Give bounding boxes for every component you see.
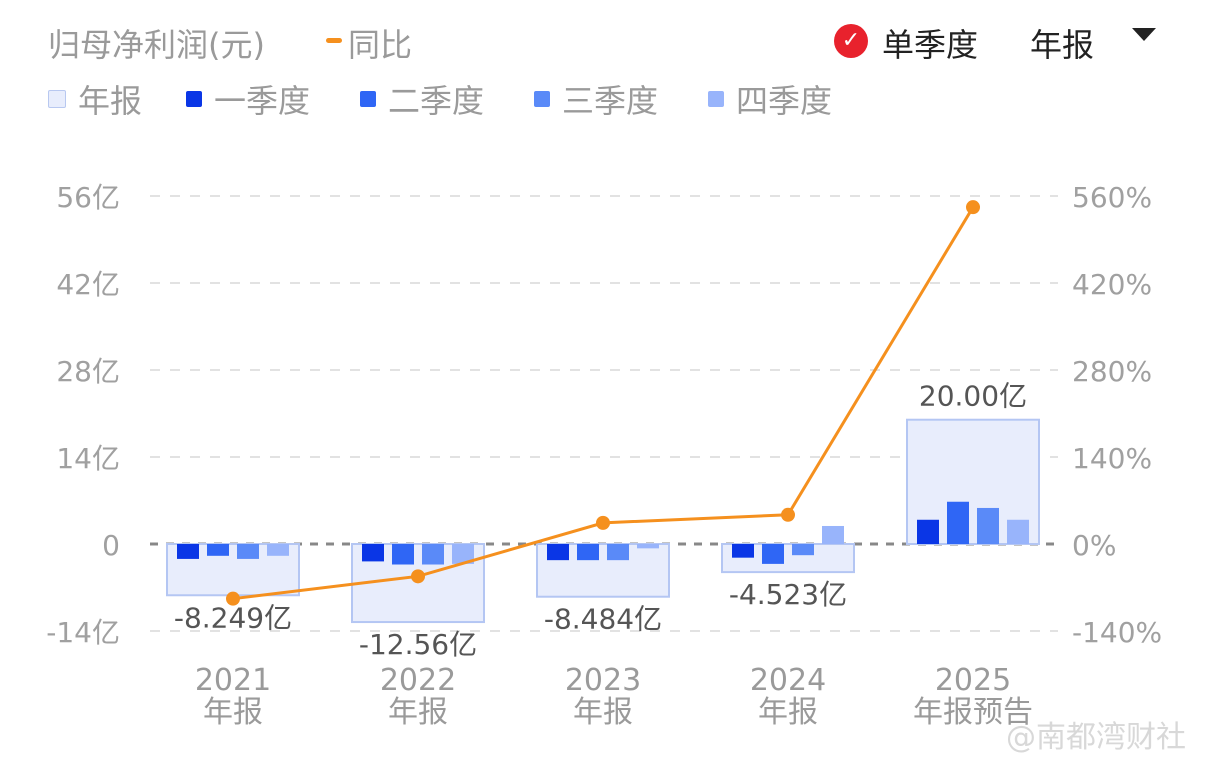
quarter-bar-3 — [237, 544, 259, 559]
quarter-bar-1 — [362, 544, 384, 562]
quarter-bar-3 — [422, 544, 444, 565]
legend-label: 二季度 — [388, 82, 485, 120]
yoy-legend-label: 同比 — [348, 26, 413, 64]
chart-title: 归母净利润(元) — [48, 26, 265, 64]
period-select[interactable]: 年报 — [1030, 26, 1095, 64]
annual-data-label: -4.523亿 — [729, 578, 847, 611]
dropdown-caret-icon[interactable] — [1132, 28, 1156, 41]
yoy-point — [411, 569, 425, 584]
left-tick-label: 42亿 — [56, 268, 120, 301]
yoy-point — [966, 200, 980, 215]
yoy-point — [226, 591, 240, 606]
quarter-bar-3 — [792, 544, 814, 556]
quarter-bar-3 — [607, 544, 629, 561]
legend-swatch — [534, 91, 550, 107]
quarter-bar-1 — [177, 544, 199, 559]
left-tick-label: 28亿 — [56, 355, 120, 388]
single-quarter-checkbox-icon[interactable]: ✓ — [834, 24, 868, 58]
quarter-bar-4 — [637, 544, 659, 549]
quarter-bar-2 — [947, 501, 969, 544]
left-tick-label: 56亿 — [56, 181, 120, 214]
quarter-bar-2 — [392, 544, 414, 565]
annual-data-label: -8.249亿 — [174, 601, 292, 634]
quarter-bar-4 — [822, 525, 844, 544]
single-quarter-toggle[interactable]: 单季度 — [882, 26, 979, 64]
annual-data-label: -12.56亿 — [359, 628, 477, 661]
right-tick-label: 560% — [1072, 181, 1152, 214]
legend-swatch — [186, 91, 202, 107]
legend-swatch — [48, 90, 66, 108]
legend-label: 一季度 — [214, 82, 311, 120]
legend-swatch — [360, 91, 376, 107]
quarter-bar-1 — [917, 519, 939, 544]
yoy-point — [781, 507, 795, 522]
quarter-bar-2 — [577, 544, 599, 561]
quarter-bar-1 — [547, 544, 569, 561]
x-tick-type: 年报 — [573, 695, 633, 730]
right-tick-label: 420% — [1072, 268, 1152, 301]
x-tick-year: 2024 — [750, 663, 826, 698]
legend-swatch — [708, 91, 724, 107]
quarter-bar-2 — [207, 544, 229, 556]
legend-item-2[interactable]: 二季度 — [360, 76, 484, 122]
annual-data-label: 20.00亿 — [919, 380, 1027, 413]
x-tick-type: 年报 — [758, 695, 818, 730]
annual-data-label: -8.484亿 — [544, 603, 662, 636]
yoy-line — [232, 206, 975, 601]
yoy-legend[interactable]: 同比 — [322, 20, 412, 66]
quarter-bar-4 — [1007, 519, 1029, 544]
legend-item-3[interactable]: 三季度 — [534, 76, 658, 122]
legend-item-1[interactable]: 一季度 — [186, 76, 310, 122]
left-tick-label: 0 — [102, 529, 120, 562]
right-tick-label: -140% — [1072, 616, 1162, 649]
right-tick-label: 0% — [1072, 529, 1116, 562]
x-tick-year: 2023 — [565, 663, 641, 698]
x-tick-year: 2022 — [380, 663, 456, 698]
legend-item-4[interactable]: 四季度 — [708, 76, 832, 122]
x-tick-type: 年报预告 — [913, 695, 1033, 730]
yoy-legend-swatch — [326, 38, 342, 43]
legend-item-0[interactable]: 年报 — [48, 76, 142, 122]
legend-label: 年报 — [78, 82, 143, 120]
x-tick-year: 2021 — [195, 663, 271, 698]
yoy-point — [596, 515, 610, 530]
quarter-bar-4 — [267, 544, 289, 556]
legend-label: 四季度 — [736, 82, 833, 120]
x-tick-year: 2025 — [935, 663, 1011, 698]
left-tick-label: -14亿 — [46, 616, 120, 649]
watermark: @南都湾财社 — [1006, 720, 1186, 755]
quarter-bar-4 — [452, 544, 474, 564]
quarter-bar-3 — [977, 507, 999, 544]
quarter-bar-1 — [732, 544, 754, 558]
left-tick-label: 14亿 — [56, 442, 120, 475]
right-tick-label: 280% — [1072, 355, 1152, 388]
right-tick-label: 140% — [1072, 442, 1152, 475]
legend-label: 三季度 — [562, 82, 659, 120]
x-tick-type: 年报 — [203, 695, 263, 730]
quarter-bar-2 — [762, 544, 784, 564]
x-tick-type: 年报 — [388, 695, 448, 730]
